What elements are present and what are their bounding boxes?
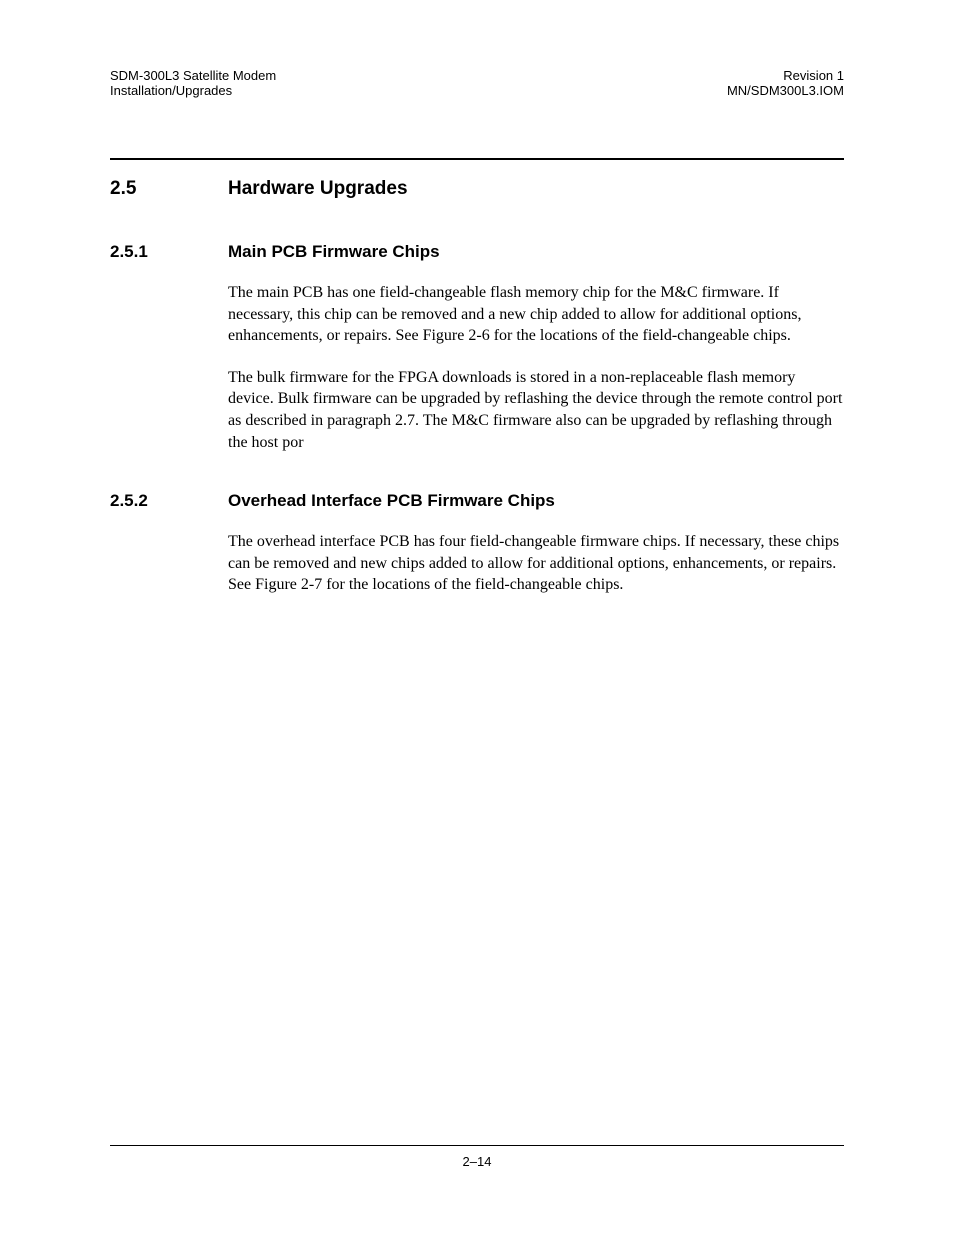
footer-rule xyxy=(110,1145,844,1146)
subsection-heading-2-5-2: 2.5.2 Overhead Interface PCB Firmware Ch… xyxy=(110,491,844,511)
section-number: 2.5 xyxy=(110,178,228,200)
subsection-heading-2-5-1: 2.5.1 Main PCB Firmware Chips xyxy=(110,242,844,262)
subsection-number: 2.5.2 xyxy=(110,491,228,511)
subsection-title: Overhead Interface PCB Firmware Chips xyxy=(228,491,555,511)
document-page: SDM-300L3 Satellite Modem Installation/U… xyxy=(0,0,954,596)
section-title: Hardware Upgrades xyxy=(228,178,408,200)
page-number: 2–14 xyxy=(110,1154,844,1169)
page-footer: 2–14 xyxy=(110,1145,844,1169)
header-rule xyxy=(110,158,844,160)
subsection-number: 2.5.1 xyxy=(110,242,228,262)
section-heading-2-5: 2.5 Hardware Upgrades xyxy=(110,178,844,200)
header-right: Revision 1 MN/SDM300L3.IOM xyxy=(727,68,844,98)
page-header: SDM-300L3 Satellite Modem Installation/U… xyxy=(110,68,844,98)
paragraph: The overhead interface PCB has four fiel… xyxy=(228,531,844,596)
header-doc-id: MN/SDM300L3.IOM xyxy=(727,83,844,98)
header-section-name: Installation/Upgrades xyxy=(110,83,276,98)
paragraph: The bulk firmware for the FPGA downloads… xyxy=(228,367,844,453)
header-revision: Revision 1 xyxy=(727,68,844,83)
header-left: SDM-300L3 Satellite Modem Installation/U… xyxy=(110,68,276,98)
paragraph: The main PCB has one field-changeable fl… xyxy=(228,282,844,347)
header-product-name: SDM-300L3 Satellite Modem xyxy=(110,68,276,83)
subsection-title: Main PCB Firmware Chips xyxy=(228,242,440,262)
